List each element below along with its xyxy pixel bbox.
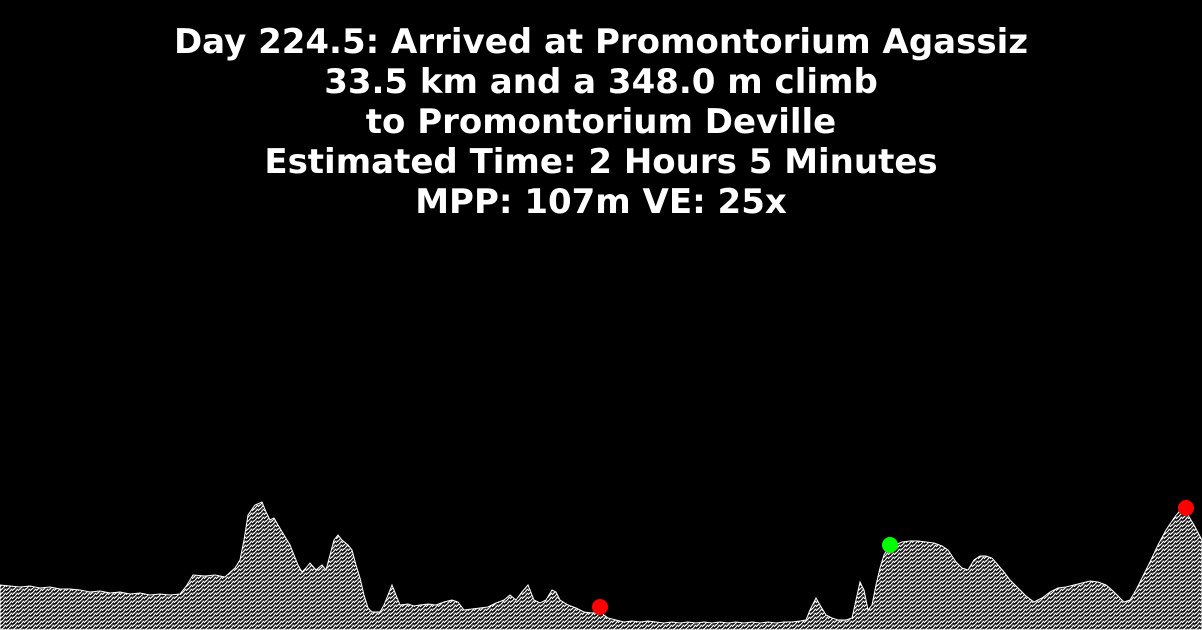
- header-block: Day 224.5: Arrived at Promontorium Agass…: [0, 22, 1202, 222]
- current-position-marker: [882, 537, 898, 553]
- destination: to Promontorium Deville: [365, 102, 837, 142]
- scale-info: MPP: 107m VE: 25x: [415, 182, 787, 222]
- title: Day 224.5: Arrived at Promontorium Agass…: [173, 22, 1029, 62]
- estimated-time: Estimated Time: 2 Hours 5 Minutes: [264, 142, 938, 182]
- distance-climb: 33.5 km and a 348.0 m climb: [324, 62, 878, 102]
- waypoint-marker-high: [1178, 500, 1194, 516]
- waypoint-marker-low: [592, 599, 608, 615]
